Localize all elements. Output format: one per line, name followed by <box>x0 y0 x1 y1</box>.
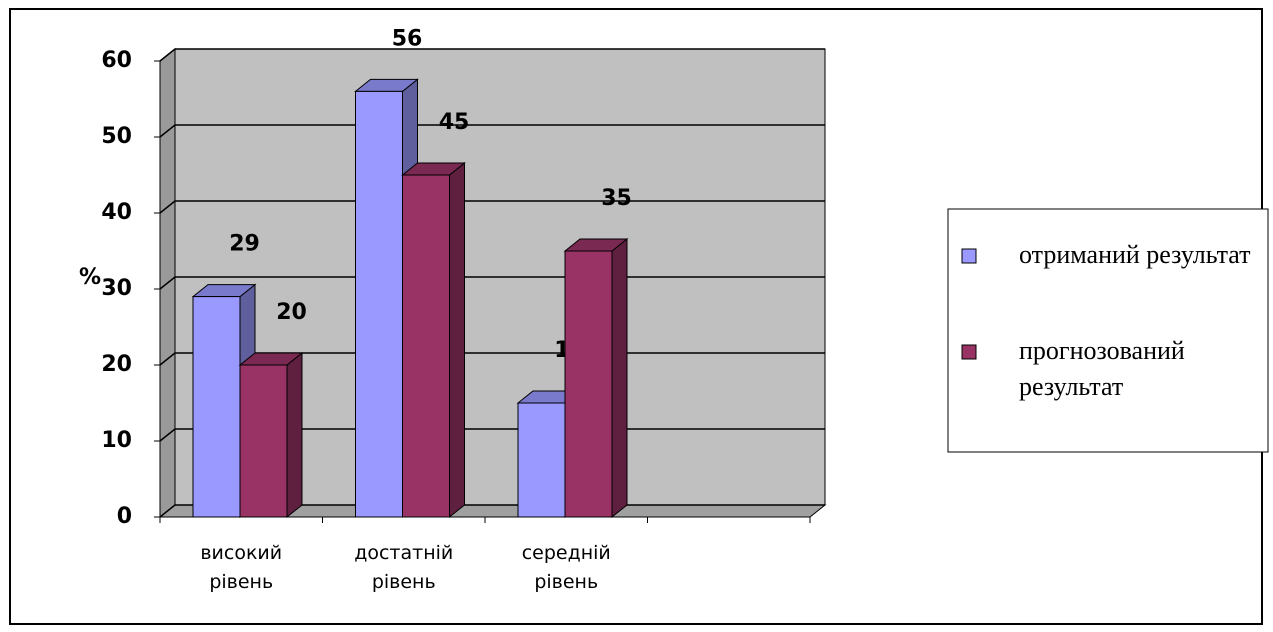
bar-side <box>449 161 465 519</box>
data-label: 56 <box>392 26 423 51</box>
bar <box>355 90 403 518</box>
bar <box>517 402 566 518</box>
y-tick-label: 20 <box>101 352 132 377</box>
legend-label: отриманий результат <box>1019 240 1251 269</box>
data-label: 45 <box>439 110 470 135</box>
y-tick-label: 0 <box>117 504 132 529</box>
data-label: 20 <box>276 300 307 325</box>
y-tick-label: 50 <box>101 124 132 149</box>
bar-side <box>611 237 628 519</box>
grid-line <box>159 200 825 214</box>
grid-line <box>159 124 825 138</box>
y-tick-label: 30 <box>101 276 132 301</box>
x-tick-label: достатній рівень <box>354 542 454 593</box>
legend-box <box>947 208 1269 453</box>
y-tick-label: 10 <box>101 428 132 453</box>
bar <box>564 250 613 518</box>
y-axis-label: % <box>79 265 101 290</box>
x-tick-label: високий рівень <box>200 542 283 593</box>
data-label: 35 <box>601 186 632 211</box>
bar <box>402 174 450 518</box>
bar <box>192 296 241 518</box>
y-tick-label: 40 <box>101 200 132 225</box>
y-tick-label: 60 <box>101 48 132 73</box>
legend-swatch <box>961 248 977 264</box>
bar <box>239 364 288 518</box>
x-tick-label: середній рівень <box>521 542 611 593</box>
legend-swatch <box>961 344 977 360</box>
grid-line <box>159 48 825 62</box>
legend-label: прогнозований результат <box>1019 336 1185 401</box>
bar-side <box>286 351 303 519</box>
data-label: 29 <box>229 232 260 257</box>
